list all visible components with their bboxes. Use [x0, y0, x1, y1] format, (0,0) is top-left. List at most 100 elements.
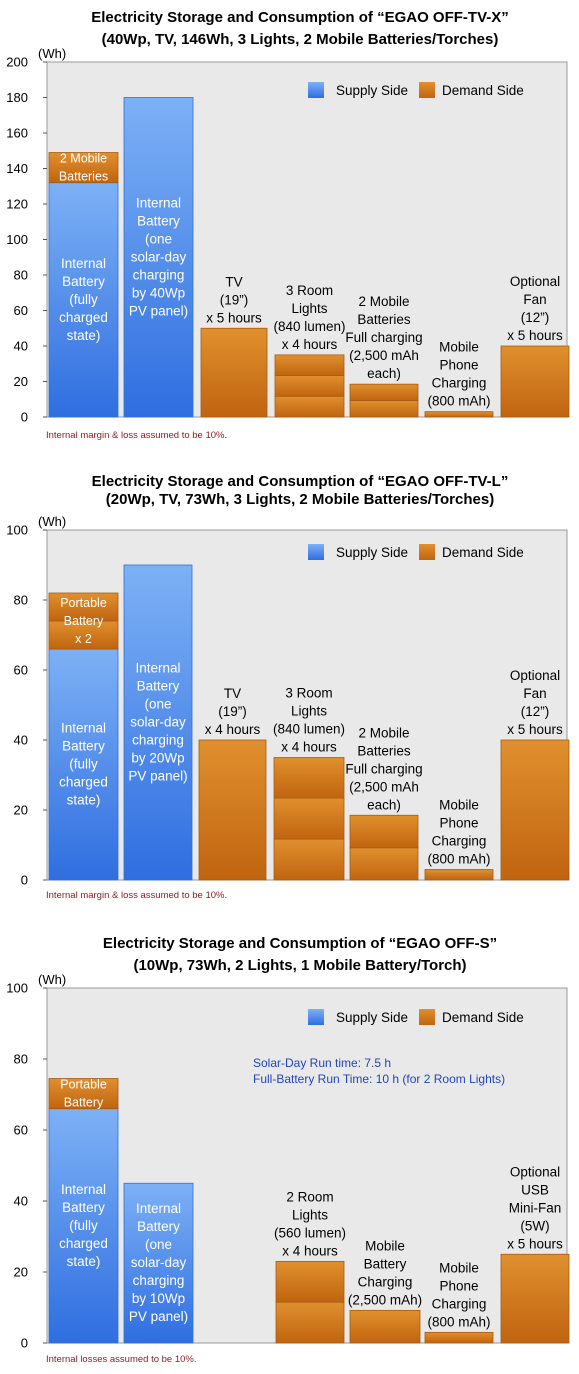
y-tick-label: 80	[14, 268, 28, 283]
bar-segment	[424, 869, 494, 881]
bar-segment	[500, 1253, 570, 1344]
legend-swatch-supply	[308, 82, 324, 98]
y-tick-label: 120	[6, 197, 28, 212]
chart-1: Electricity Storage and Consumption of “…	[6, 9, 570, 441]
bar-segment	[48, 1108, 119, 1344]
chart-subtitle: (10Wp, 73Wh, 2 Lights, 1 Mobile Battery/…	[133, 957, 466, 974]
bar-segment	[274, 395, 345, 418]
bar-segment	[349, 847, 419, 881]
bar-segment	[275, 1260, 345, 1303]
bar-label: Internal Battery (one solar-day charging by 1…	[129, 1201, 188, 1324]
bar-segment	[198, 739, 267, 881]
chart-title: Electricity Storage and Consumption of “…	[92, 473, 509, 490]
chart-note: Internal margin & loss assumed to be 10%…	[46, 430, 227, 441]
legend-swatch-supply	[308, 1009, 324, 1025]
bar-segment	[200, 327, 268, 418]
y-tick-label: 0	[21, 1336, 28, 1351]
bar-segment	[48, 152, 119, 184]
bar-label: TV (19”) x 4 hours	[205, 686, 261, 737]
bar-label: 2 Mobile Batteries Full charging (2,500 mAh…	[345, 725, 422, 812]
bar-segment	[274, 354, 345, 376]
y-tick-label: 40	[14, 339, 28, 354]
bar-segment	[123, 1182, 194, 1344]
y-tick-label: 60	[14, 303, 28, 318]
bar-segment	[273, 838, 345, 881]
bar-label: Mobile Phone Charging (800 mAh)	[427, 1260, 490, 1329]
chart-3: Electricity Storage and Consumption of “…	[6, 935, 570, 1365]
legend-swatch-demand	[419, 1009, 435, 1025]
bar-label: TV (19”) x 5 hours	[206, 274, 262, 325]
bar-segment	[500, 345, 570, 418]
bar-label: 3 Room Lights (840 lumen) x 4 hours	[273, 686, 345, 755]
bar-segment	[273, 797, 345, 840]
y-tick-label: 40	[14, 1194, 28, 1209]
info-line: Solar-Day Run time: 7.5 h	[253, 1056, 391, 1070]
bar-label: 2 Room Lights (560 lumen) x 4 hours	[274, 1189, 346, 1258]
bar-label: Internal Battery (fully charged state)	[59, 256, 108, 343]
y-tick-label: 200	[6, 55, 28, 70]
bar-label: Mobile Phone Charging (800 mAh)	[427, 798, 490, 867]
y-tick-label: 180	[6, 90, 28, 105]
y-tick-label: 0	[21, 873, 28, 888]
bar-label: 2 Mobile Batteries	[59, 152, 108, 184]
chart-note: Internal losses assumed to be 10%.	[46, 1354, 197, 1365]
chart-title: Electricity Storage and Consumption of “…	[103, 935, 497, 952]
bar-segment	[273, 757, 345, 799]
legend-label-supply: Supply Side	[336, 83, 408, 98]
bar-label: Optional USB Mini-Fan (5W) x 5 hours	[507, 1164, 563, 1251]
y-tick-label: 0	[21, 410, 28, 425]
bar-segment	[349, 814, 419, 849]
bar-label: Mobile Phone Charging (800 mAh)	[427, 340, 490, 409]
y-tick-label: 60	[14, 1123, 28, 1138]
bar-label: Internal Battery (one solar-day charging by 4…	[129, 195, 188, 318]
bar-segment	[349, 1309, 421, 1344]
legend-swatch-demand	[419, 82, 435, 98]
y-tick-label: 160	[6, 126, 28, 141]
legend-swatch-supply	[308, 544, 324, 560]
y-axis-label: (Wh)	[38, 514, 66, 529]
y-tick-label: 20	[14, 803, 28, 818]
y-tick-label: 20	[14, 1265, 28, 1280]
bar-segment	[48, 1078, 119, 1110]
bar-segment	[123, 564, 193, 881]
bar-segment	[48, 182, 119, 418]
y-tick-label: 40	[14, 733, 28, 748]
bar-label: 2 Mobile Batteries Full charging (2,500 mAh…	[345, 294, 422, 381]
legend-label-demand: Demand Side	[442, 83, 524, 98]
chart-title: Electricity Storage and Consumption of “…	[91, 9, 509, 26]
y-tick-label: 100	[6, 981, 28, 996]
bar-segment	[500, 739, 570, 881]
bar-segment	[275, 1301, 345, 1344]
bar-label: Internal Battery (fully charged state)	[59, 1182, 108, 1269]
chart-2: Electricity Storage and Consumption of “…	[6, 473, 570, 901]
bar-label: Portable Battery x 2	[60, 596, 107, 646]
y-tick-label: 80	[14, 593, 28, 608]
legend-label-supply: Supply Side	[336, 545, 408, 560]
bar-segment	[349, 400, 419, 418]
chart-subtitle: (20Wp, TV, 73Wh, 3 Lights, 2 Mobile Batt…	[106, 491, 494, 508]
y-axis-label: (Wh)	[38, 972, 66, 987]
y-tick-label: 60	[14, 663, 28, 678]
chart-note: Internal margin & loss assumed to be 10%…	[46, 890, 227, 901]
y-tick-label: 100	[6, 232, 28, 247]
bar-label: Mobile Battery Charging (2,500 mAh)	[348, 1238, 422, 1307]
y-tick-label: 20	[14, 374, 28, 389]
legend-label-demand: Demand Side	[442, 545, 524, 560]
bar-segment	[424, 1331, 494, 1344]
bar-label: Portable Battery	[60, 1078, 107, 1110]
bar-segment	[424, 411, 494, 418]
chart-subtitle: (40Wp, TV, 146Wh, 3 Lights, 2 Mobile Bat…	[102, 31, 499, 48]
legend-swatch-demand	[419, 544, 435, 560]
y-tick-label: 100	[6, 523, 28, 538]
bar-segment	[48, 592, 119, 622]
y-axis-label: (Wh)	[38, 46, 66, 61]
bar-label: Optional Fan (12”) x 5 hours	[507, 274, 563, 343]
bar-segment	[274, 375, 345, 397]
bar-segment	[123, 97, 194, 418]
bar-label: Internal Battery (fully charged state)	[59, 721, 108, 808]
bar-segment	[349, 383, 419, 401]
bar-label: Optional Fan (12”) x 5 hours	[507, 668, 563, 737]
bar-label: Internal Battery (one solar-day charging by 2…	[128, 661, 187, 784]
bar-label: 3 Room Lights (840 lumen) x 4 hours	[273, 283, 345, 352]
